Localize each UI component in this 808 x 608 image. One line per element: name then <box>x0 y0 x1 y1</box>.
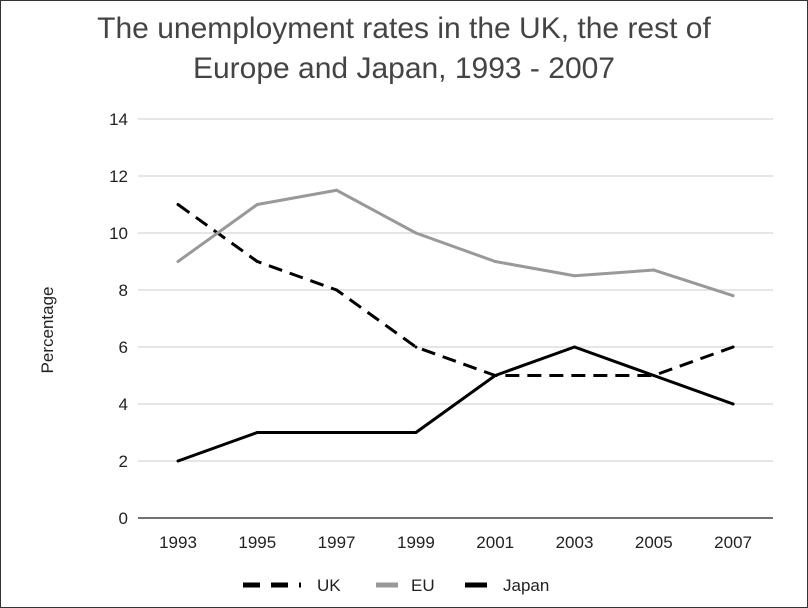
x-axis-ticks: 1993 1995 1997 1999 2001 2003 2005 2007 <box>159 533 752 552</box>
y-tick-label: 14 <box>109 110 128 129</box>
legend-label-eu: EU <box>411 576 435 595</box>
x-tick-label: 1995 <box>238 533 276 552</box>
data-point-uk-2003 <box>573 374 576 377</box>
data-point-japan-1993 <box>176 459 180 463</box>
data-point-uk-1995 <box>255 260 259 263</box>
y-tick-label: 0 <box>119 509 128 528</box>
legend-label-japan: Japan <box>503 576 549 595</box>
data-point-japan-1997 <box>335 431 339 434</box>
data-point-japan-2003 <box>573 345 576 349</box>
data-point-uk-1993 <box>176 203 180 206</box>
series-line-uk <box>177 203 734 377</box>
data-point-eu-1999 <box>414 231 418 235</box>
data-point-japan-2005 <box>652 374 656 377</box>
y-tick-label: 10 <box>109 224 128 243</box>
y-tick-label: 8 <box>119 281 128 300</box>
data-point-japan-2007 <box>731 402 735 406</box>
data-point-eu-2001 <box>493 260 497 263</box>
series-lines <box>176 188 735 463</box>
data-point-uk-2007 <box>731 345 735 349</box>
data-point-japan-1999 <box>414 431 418 434</box>
y-axis-label: Percentage <box>38 287 57 374</box>
chart-title-line-1: The unemployment rates in the UK, the re… <box>97 12 711 45</box>
legend-label-uk: UK <box>317 576 341 595</box>
data-point-eu-2007 <box>731 294 735 298</box>
data-point-eu-2003 <box>573 274 576 278</box>
x-tick-label: 2001 <box>476 533 514 552</box>
x-tick-label: 1999 <box>397 533 435 552</box>
x-tick-label: 1993 <box>159 533 197 552</box>
x-tick-label: 1997 <box>318 533 356 552</box>
y-tick-label: 2 <box>119 452 128 471</box>
data-point-japan-1995 <box>255 431 259 434</box>
chart-title-line-2: Europe and Japan, 1993 - 2007 <box>193 52 615 85</box>
data-point-eu-2005 <box>652 268 656 272</box>
data-point-uk-1997 <box>335 288 339 292</box>
y-tick-label: 4 <box>119 395 128 414</box>
y-axis-ticks: 0 2 4 6 8 10 12 14 <box>109 110 128 528</box>
x-tick-label: 2003 <box>556 533 594 552</box>
x-tick-label: 2007 <box>714 533 752 552</box>
series-line-japan <box>177 345 734 463</box>
data-point-eu-1995 <box>255 203 259 206</box>
data-point-eu-1993 <box>176 260 180 263</box>
data-point-japan-2001 <box>493 374 497 377</box>
legend: UK EU Japan <box>243 576 549 595</box>
y-tick-label: 6 <box>119 338 128 357</box>
y-tick-label: 12 <box>109 167 128 186</box>
data-point-eu-1997 <box>335 188 339 192</box>
gridlines <box>138 118 773 519</box>
data-point-uk-1999 <box>414 345 418 349</box>
series-line-eu <box>177 188 734 298</box>
x-tick-label: 2005 <box>635 533 673 552</box>
